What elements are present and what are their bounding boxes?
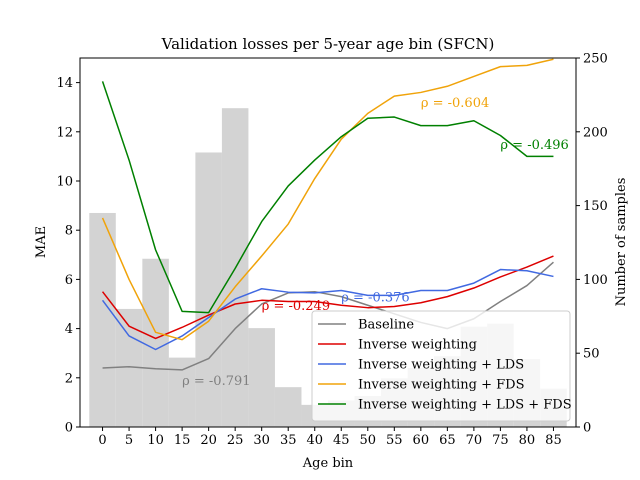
legend-entry: Inverse weighting + LDS + FDS	[358, 398, 572, 413]
y2-tick-label: 0	[583, 421, 591, 436]
y2-tick-label: 50	[583, 347, 600, 362]
x-axis-label: Age bin	[302, 456, 354, 471]
x-tick-label: 80	[519, 433, 536, 448]
legend-entry: Inverse weighting + LDS	[358, 358, 524, 373]
histogram-bar	[142, 258, 169, 427]
histogram-bar	[168, 357, 196, 427]
histogram-bar	[89, 212, 116, 427]
chart-title: Validation losses per 5-year age bin (SF…	[161, 35, 495, 53]
x-tick-label: 40	[306, 433, 323, 448]
legend: Baseline Inverse weighting Inverse weighti…	[311, 310, 572, 422]
x-tick-label: 55	[386, 433, 403, 448]
x-axis: 0 5 10 15 20 25 30 35 40 45 50 55 60 65 70 75 80 85	[98, 427, 562, 448]
x-tick-label: 5	[125, 433, 133, 448]
x-tick-label: 65	[439, 433, 456, 448]
x-tick-label: 15	[174, 433, 191, 448]
correlation-annotation: ρ = -0.249	[262, 299, 330, 314]
legend-entry: Inverse weighting + FDS	[358, 378, 525, 393]
y2-tick-label: 150	[583, 199, 608, 214]
x-tick-label: 20	[200, 433, 217, 448]
x-tick-label: 60	[413, 433, 430, 448]
series-line-2	[101, 255, 554, 340]
y-axis-label: MAE	[34, 226, 49, 258]
y-tick-label: 12	[56, 125, 73, 140]
correlation-annotation: ρ = -0.496	[500, 138, 568, 153]
histogram-bar	[274, 387, 302, 427]
x-tick-label: 70	[466, 433, 483, 448]
legend-entry: Inverse weighting	[358, 338, 477, 353]
annotations: ρ = -0.791 ρ = -0.249 ρ = -0.376 ρ = -0.604…	[182, 96, 569, 389]
y-tick-label: 10	[56, 175, 73, 190]
x-tick-label: 35	[280, 433, 297, 448]
x-tick-label: 85	[545, 433, 562, 448]
x-tick-label: 0	[98, 433, 106, 448]
y2-tick-label: 200	[583, 125, 608, 140]
y-axis-left: 0 2 4 6 8 10 12 14	[56, 76, 80, 436]
y2-tick-label: 250	[583, 52, 608, 67]
y2-axis-label: Number of samples	[614, 178, 629, 307]
y-axis-right: 0 50 100 150 200 250	[576, 52, 608, 436]
y-tick-label: 4	[65, 322, 73, 337]
y-tick-label: 14	[56, 76, 73, 91]
histogram-bar	[195, 152, 222, 428]
series-line-5	[101, 81, 554, 314]
histogram-bar	[248, 328, 275, 427]
y-tick-label: 6	[65, 273, 73, 288]
x-tick-label: 45	[333, 433, 350, 448]
x-tick-label: 25	[227, 433, 244, 448]
x-tick-label: 50	[360, 433, 377, 448]
plot-frame	[79, 57, 577, 428]
legend-entry: Baseline	[358, 318, 414, 333]
correlation-annotation: ρ = -0.376	[341, 291, 409, 306]
x-tick-label: 75	[492, 433, 509, 448]
x-tick-label: 30	[253, 433, 270, 448]
correlation-annotation: ρ = -0.604	[421, 96, 489, 111]
y-tick-label: 0	[65, 421, 73, 436]
y-tick-label: 8	[65, 224, 73, 239]
legend-box	[311, 310, 571, 422]
series-line-4	[101, 58, 554, 341]
x-tick-label: 10	[147, 433, 164, 448]
y-tick-label: 2	[65, 371, 73, 386]
correlation-annotation: ρ = -0.791	[182, 374, 250, 389]
y2-tick-label: 100	[583, 273, 608, 288]
